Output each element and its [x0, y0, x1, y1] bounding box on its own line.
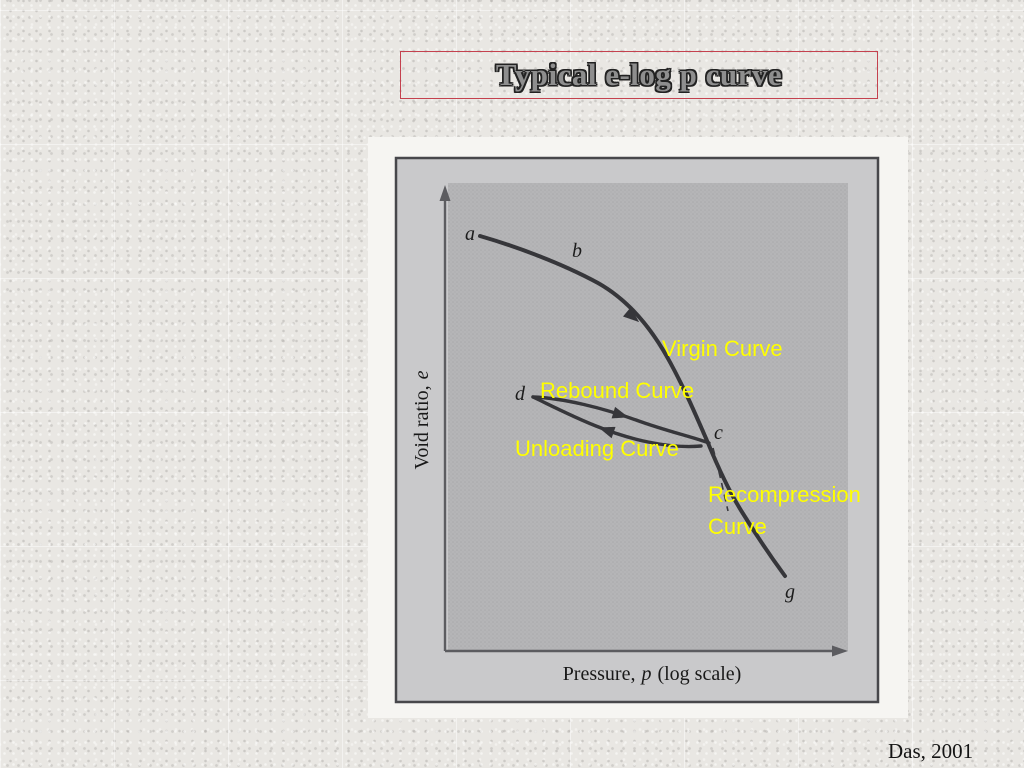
point-label-b: b	[572, 240, 582, 262]
point-label-g: g	[785, 581, 795, 603]
citation: Das, 2001	[888, 739, 974, 763]
recompression-curve-label-line1: Recompression	[708, 482, 861, 507]
x-axis-arrowhead-icon	[832, 645, 848, 657]
elogp-figure-svg: a b c d g Virgin Curve Rebound Curve Unl…	[368, 137, 908, 718]
x-axis-label: Pressure, p (log scale)	[563, 663, 742, 685]
point-label-c: c	[714, 422, 723, 444]
elogp-figure: a b c d g Virgin Curve Rebound Curve Unl…	[368, 137, 908, 718]
rebound-curve-arrow-icon	[611, 406, 629, 419]
unloading-curve-label: Unloading Curve	[515, 436, 679, 461]
virgin-curve-path	[478, 234, 787, 578]
point-label-d: d	[515, 383, 526, 405]
slide-title-box: Typical e-log p curve	[400, 51, 878, 99]
point-label-a: a	[465, 223, 475, 245]
unloading-curve-path	[531, 395, 703, 449]
virgin-curve-label: Virgin Curve	[662, 336, 783, 361]
recompression-curve-label-line2: Curve	[708, 514, 767, 539]
virgin-curve-arrow-icon	[623, 307, 640, 323]
y-axis-label: Void ratio,e	[411, 370, 433, 469]
slide-title: Typical e-log p curve	[495, 57, 783, 92]
unloading-curve-arrow-icon	[598, 426, 616, 439]
recompression-dashed-line	[712, 447, 729, 512]
rebound-curve-label: Rebound Curve	[540, 378, 694, 403]
y-axis-arrowhead-icon	[439, 185, 451, 201]
rebound-curve-path	[531, 395, 711, 445]
